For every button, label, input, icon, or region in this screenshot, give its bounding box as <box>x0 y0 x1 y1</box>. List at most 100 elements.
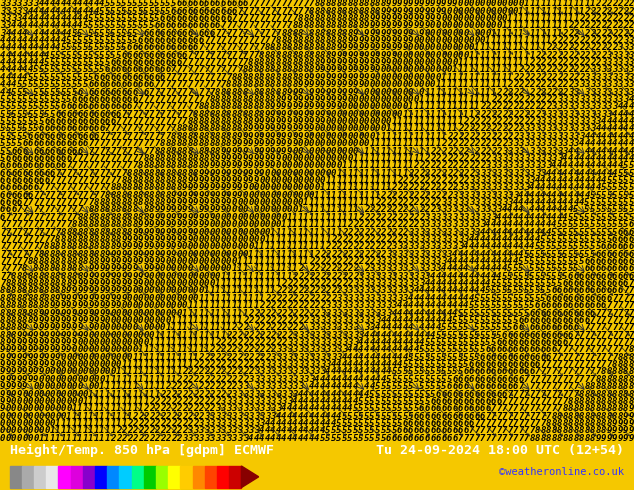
Text: 8: 8 <box>568 419 573 428</box>
Text: 1: 1 <box>557 14 562 23</box>
Text: 8: 8 <box>585 426 590 436</box>
Text: 7: 7 <box>540 382 546 391</box>
Text: 1: 1 <box>265 257 270 266</box>
Text: 2: 2 <box>612 14 618 23</box>
Text: 0: 0 <box>215 265 221 273</box>
Text: 3: 3 <box>259 419 264 428</box>
Text: 6: 6 <box>39 139 44 148</box>
Text: 8: 8 <box>33 257 39 266</box>
Text: 0: 0 <box>325 154 331 163</box>
Text: 6: 6 <box>618 265 623 273</box>
Text: 7: 7 <box>474 426 479 436</box>
Text: 7: 7 <box>231 44 237 52</box>
Text: 6: 6 <box>11 161 16 170</box>
Text: 9: 9 <box>380 58 386 67</box>
Text: 0: 0 <box>61 390 66 398</box>
Text: 9: 9 <box>309 102 314 111</box>
Text: 0: 0 <box>265 198 270 207</box>
Text: 2: 2 <box>254 345 259 354</box>
Text: 7: 7 <box>149 88 154 97</box>
Text: 2: 2 <box>573 28 579 38</box>
Text: 8: 8 <box>72 257 77 266</box>
Text: 4: 4 <box>392 331 397 340</box>
Text: 0: 0 <box>94 345 99 354</box>
Text: 2: 2 <box>347 227 353 237</box>
Text: 5: 5 <box>116 44 121 52</box>
Text: 7: 7 <box>501 419 507 428</box>
Text: 6: 6 <box>198 28 204 38</box>
Text: 1: 1 <box>320 198 325 207</box>
Text: 3: 3 <box>287 345 292 354</box>
Text: 2: 2 <box>188 404 193 414</box>
Text: 3: 3 <box>353 279 358 288</box>
Text: 3: 3 <box>237 382 242 391</box>
Text: 1: 1 <box>138 404 143 414</box>
Text: 3: 3 <box>413 249 419 259</box>
Text: 4: 4 <box>607 139 612 148</box>
Text: 6: 6 <box>176 6 182 16</box>
Text: 7: 7 <box>595 338 601 347</box>
Text: 3: 3 <box>237 390 242 398</box>
Text: 0: 0 <box>116 353 121 362</box>
Text: 1: 1 <box>496 28 501 38</box>
Text: 4: 4 <box>628 139 634 148</box>
Text: 9: 9 <box>55 338 61 347</box>
Text: 9: 9 <box>413 21 419 30</box>
Text: 2: 2 <box>524 117 529 126</box>
Text: 1: 1 <box>540 21 546 30</box>
Text: 0: 0 <box>221 227 226 237</box>
Text: 0: 0 <box>309 169 314 177</box>
Text: 2: 2 <box>480 139 485 148</box>
Text: 2: 2 <box>519 88 524 97</box>
Text: 7: 7 <box>507 404 513 414</box>
Text: 9: 9 <box>66 345 72 354</box>
Text: 3: 3 <box>403 257 408 266</box>
Text: 6: 6 <box>182 36 188 45</box>
Text: 8: 8 <box>287 80 292 89</box>
Text: 3: 3 <box>419 272 424 281</box>
Text: 9: 9 <box>221 205 226 215</box>
Text: 6: 6 <box>491 382 496 391</box>
Text: 9: 9 <box>160 257 165 266</box>
Text: 6: 6 <box>11 147 16 155</box>
Text: 3: 3 <box>436 242 441 251</box>
Text: 3: 3 <box>397 265 403 273</box>
Text: 2: 2 <box>160 397 165 406</box>
Text: 3: 3 <box>562 132 568 141</box>
Text: 5: 5 <box>529 272 534 281</box>
Text: 5: 5 <box>579 257 585 266</box>
Text: 0: 0 <box>408 73 413 82</box>
Text: 0: 0 <box>265 220 270 229</box>
Text: 1: 1 <box>337 220 342 229</box>
Text: 1: 1 <box>337 191 342 200</box>
Text: 5: 5 <box>22 124 27 133</box>
Text: 2: 2 <box>215 390 221 398</box>
Text: 5: 5 <box>397 368 403 376</box>
Text: 0: 0 <box>77 390 82 398</box>
Text: 8: 8 <box>623 368 628 376</box>
Text: 8: 8 <box>579 390 585 398</box>
Text: 1: 1 <box>436 102 441 111</box>
Text: 0: 0 <box>6 412 11 421</box>
Text: 9: 9 <box>320 110 325 119</box>
Text: 8: 8 <box>88 242 94 251</box>
Text: 3: 3 <box>507 169 513 177</box>
Text: 6: 6 <box>88 132 94 141</box>
Text: 4: 4 <box>485 257 491 266</box>
Text: 7: 7 <box>557 360 562 369</box>
Text: 5: 5 <box>105 44 110 52</box>
Text: 3: 3 <box>485 169 491 177</box>
Text: 3: 3 <box>546 117 551 126</box>
Text: 0: 0 <box>149 287 154 295</box>
Text: 3: 3 <box>446 213 452 222</box>
Text: 2: 2 <box>579 58 585 67</box>
Text: 7: 7 <box>607 309 612 318</box>
Text: 0: 0 <box>364 124 369 133</box>
Text: 7: 7 <box>110 132 115 141</box>
Text: 0: 0 <box>215 220 221 229</box>
Text: 0: 0 <box>55 412 61 421</box>
Text: 7: 7 <box>44 191 49 200</box>
Text: 2: 2 <box>248 368 254 376</box>
Text: 7: 7 <box>568 382 573 391</box>
Text: 8: 8 <box>28 287 33 295</box>
